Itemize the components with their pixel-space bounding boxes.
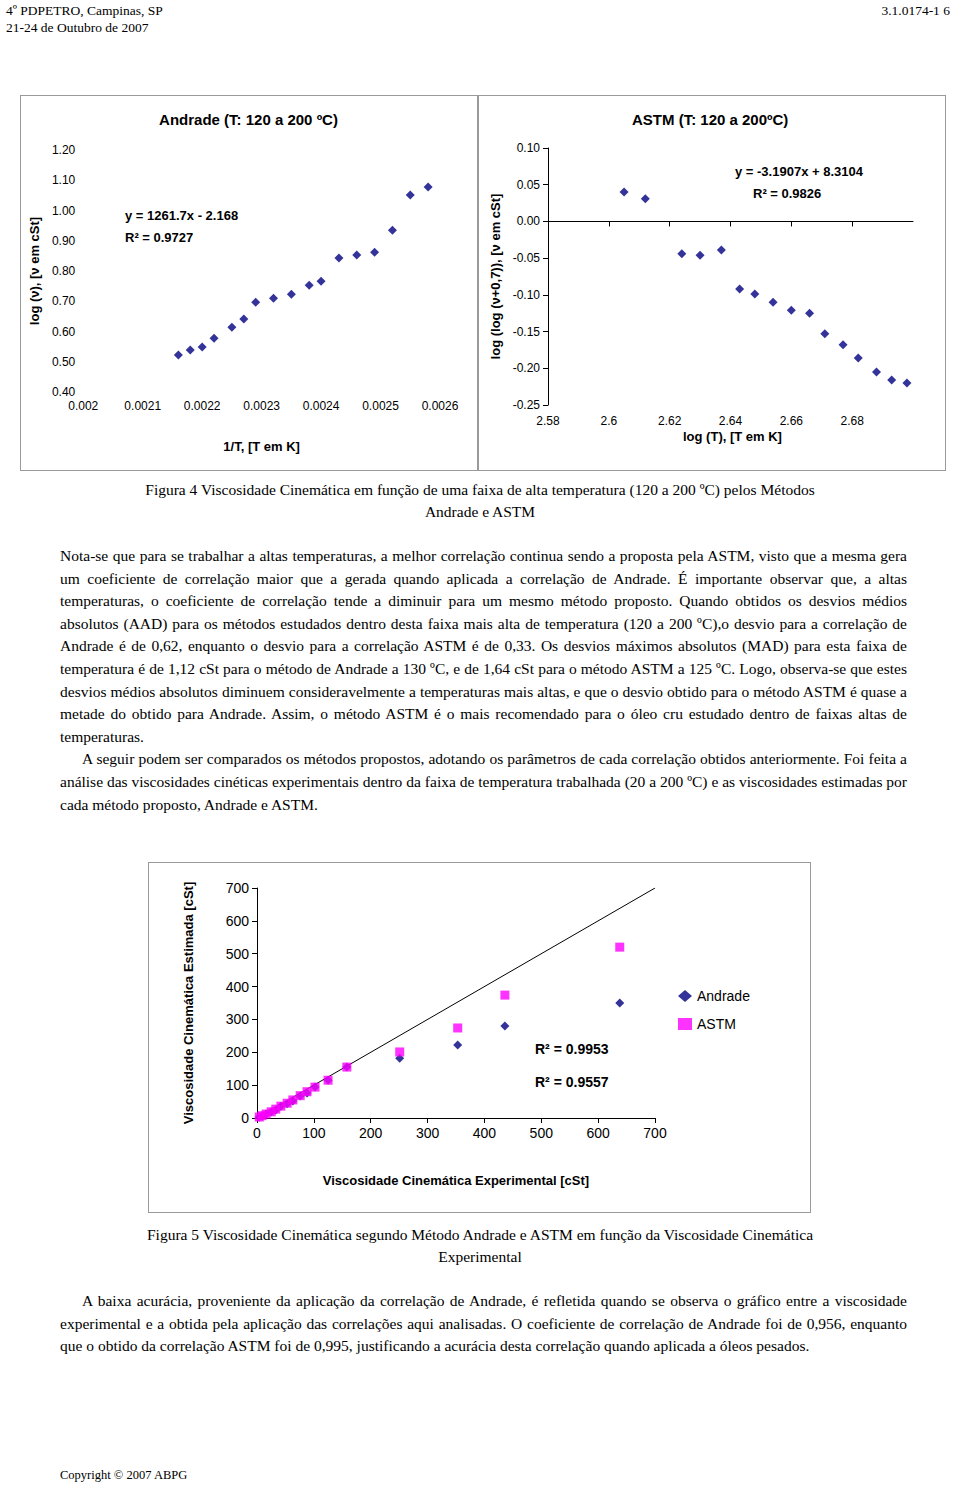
svg-text:0.0021: 0.0021 (124, 399, 161, 413)
html-text:Figura 5 Viscosidade Cinemátic: Figura 5 Viscosidade Cinemática segundo … (147, 1226, 813, 1265)
svg-text:100: 100 (226, 1077, 250, 1093)
svg-text:700: 700 (643, 1125, 667, 1141)
html-text:21-24 de Outubro de 2007: 21-24 de Outubro de 2007 (6, 20, 149, 35)
svg-text:R² = 0.9953: R² = 0.9953 (535, 1041, 609, 1057)
svg-text:log (T), [T em K]: log (T), [T em K] (683, 429, 782, 444)
svg-text:1/T, [T em K]: 1/T, [T em K] (223, 439, 300, 454)
svg-text:2.64: 2.64 (719, 414, 743, 428)
svg-text:0.002: 0.002 (68, 399, 98, 413)
svg-text:300: 300 (226, 1011, 250, 1027)
html-text:A baixa acurácia, proveniente: A baixa acurácia, proveniente da aplicaç… (60, 1292, 907, 1355)
svg-text:ASTM: ASTM (697, 1016, 736, 1032)
svg-text:0.0023: 0.0023 (243, 399, 280, 413)
svg-text:0.90: 0.90 (52, 234, 76, 248)
svg-text:R² = 0.9727: R² = 0.9727 (125, 230, 193, 245)
svg-text:0.0024: 0.0024 (303, 399, 340, 413)
svg-text:1.00: 1.00 (52, 204, 76, 218)
svg-text:0.05: 0.05 (517, 178, 541, 192)
svg-text:500: 500 (530, 1125, 554, 1141)
svg-text:y = -3.1907x + 8.3104: y = -3.1907x + 8.3104 (735, 164, 864, 179)
svg-text:Viscosidade Cinemática Experim: Viscosidade Cinemática Experimental [cSt… (323, 1173, 589, 1188)
svg-text:Andrade (T: 120 a 200 ºC): Andrade (T: 120 a 200 ºC) (159, 111, 338, 128)
svg-text:100: 100 (302, 1125, 326, 1141)
svg-text:1.10: 1.10 (52, 173, 76, 187)
html-text:Copyright © 2007 ABPG: Copyright © 2007 ABPG (60, 1468, 188, 1482)
html-text:4º PDPETRO, Campinas, SP: 4º PDPETRO, Campinas, SP (6, 3, 163, 18)
svg-text:R² = 0.9826: R² = 0.9826 (753, 186, 821, 201)
svg-text:0.50: 0.50 (52, 355, 76, 369)
svg-text:-0.05: -0.05 (513, 251, 541, 265)
svg-text:-0.10: -0.10 (513, 288, 541, 302)
svg-text:2.62: 2.62 (658, 414, 682, 428)
svg-text:0.0022: 0.0022 (184, 399, 221, 413)
svg-text:300: 300 (416, 1125, 440, 1141)
svg-text:500: 500 (226, 946, 250, 962)
svg-text:Viscosidade Cinemática Estimad: Viscosidade Cinemática Estimada [cSt] (181, 882, 196, 1125)
svg-text:0.0025: 0.0025 (362, 399, 399, 413)
svg-text:600: 600 (586, 1125, 610, 1141)
svg-text:0.40: 0.40 (52, 385, 76, 399)
svg-text:200: 200 (359, 1125, 383, 1141)
svg-text:-0.15: -0.15 (513, 325, 541, 339)
svg-text:y = 1261.7x - 2.168: y = 1261.7x - 2.168 (125, 208, 238, 223)
svg-text:R² = 0.9557: R² = 0.9557 (535, 1074, 609, 1090)
svg-text:400: 400 (226, 979, 250, 995)
svg-text:0: 0 (253, 1125, 261, 1141)
svg-text:0.0026: 0.0026 (422, 399, 459, 413)
html-text:Nota-se que para se trabalhar: Nota-se que para se trabalhar a altas te… (60, 547, 907, 745)
svg-text:600: 600 (226, 913, 250, 929)
svg-text:0: 0 (241, 1110, 249, 1126)
html-text:A seguir podem ser comparados: A seguir podem ser comparados os métodos… (60, 750, 907, 813)
svg-text:0.60: 0.60 (52, 325, 76, 339)
svg-text:0.70: 0.70 (52, 294, 76, 308)
svg-text:700: 700 (226, 880, 250, 896)
svg-text:200: 200 (226, 1044, 250, 1060)
svg-text:2.68: 2.68 (840, 414, 864, 428)
svg-text:1.20: 1.20 (52, 143, 76, 157)
svg-text:log (ν), [ν em cSt]: log (ν), [ν em cSt] (27, 217, 42, 325)
html-text:Figura 4 Viscosidade Cinemátic: Figura 4 Viscosidade Cinemática em funçã… (145, 481, 815, 520)
svg-text:ASTM (T: 120 a 200ºC): ASTM (T: 120 a 200ºC) (632, 111, 788, 128)
html-text:3.1.0174-1 6: 3.1.0174-1 6 (881, 3, 950, 18)
svg-text:0.00: 0.00 (517, 214, 541, 228)
svg-text:0.10: 0.10 (517, 141, 541, 155)
svg-text:400: 400 (473, 1125, 497, 1141)
svg-text:2.58: 2.58 (536, 414, 560, 428)
svg-text:-0.25: -0.25 (513, 398, 541, 412)
svg-text:-0.20: -0.20 (513, 361, 541, 375)
svg-text:0.80: 0.80 (52, 264, 76, 278)
svg-text:2.6: 2.6 (600, 414, 617, 428)
svg-text:log (log (ν+0,7)), [ν em cSt]: log (log (ν+0,7)), [ν em cSt] (488, 194, 503, 360)
svg-text:Andrade: Andrade (697, 988, 750, 1004)
svg-text:2.66: 2.66 (780, 414, 804, 428)
